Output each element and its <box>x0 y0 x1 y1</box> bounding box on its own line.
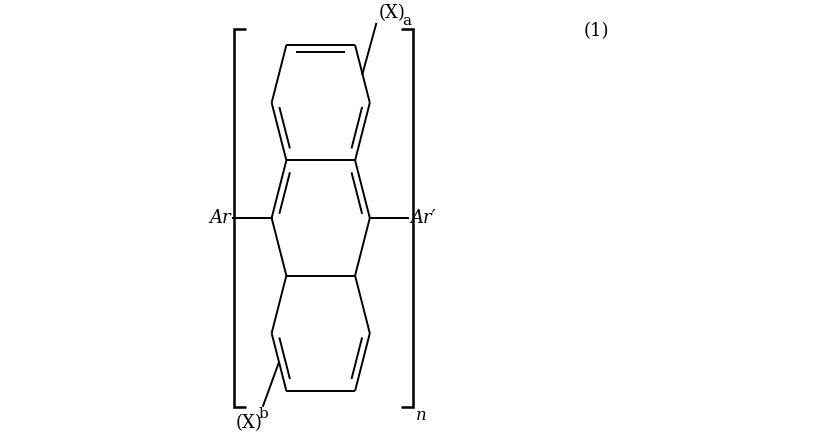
Text: n: n <box>416 407 427 424</box>
Text: (X): (X) <box>235 414 262 433</box>
Text: Ar′: Ar′ <box>410 209 436 227</box>
Text: a: a <box>402 14 411 28</box>
Text: Ar: Ar <box>210 209 231 227</box>
Text: (1): (1) <box>583 22 609 40</box>
Text: (X): (X) <box>379 3 405 22</box>
Text: b: b <box>259 407 269 421</box>
